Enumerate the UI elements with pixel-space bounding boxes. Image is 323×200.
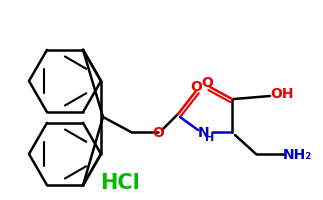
Text: O: O (152, 125, 164, 139)
Text: HCl: HCl (99, 172, 140, 192)
Text: NH₂: NH₂ (282, 147, 312, 161)
Text: OH: OH (270, 87, 294, 100)
Text: H: H (205, 132, 214, 142)
Text: O: O (201, 76, 213, 90)
Text: N: N (198, 125, 210, 139)
Text: O: O (190, 80, 202, 94)
